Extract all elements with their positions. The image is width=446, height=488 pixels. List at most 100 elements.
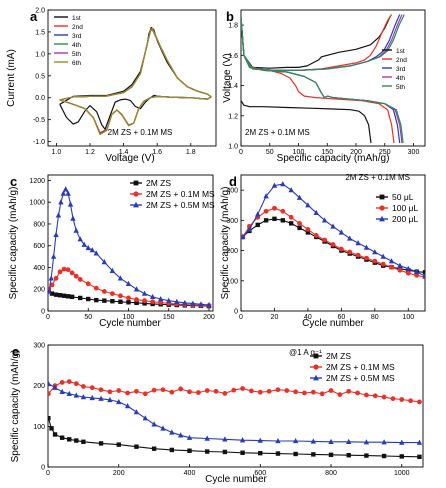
data-point	[280, 181, 286, 187]
data-point	[73, 227, 79, 233]
data-point	[49, 282, 55, 288]
y-tick-label: 100	[33, 424, 45, 431]
legend-marker	[133, 191, 139, 197]
data-point	[93, 285, 99, 291]
data-point	[222, 449, 228, 455]
legend: 1st 2nd 3rd 4th 5th	[382, 48, 407, 91]
data-point	[263, 208, 269, 214]
data-point	[125, 390, 130, 396]
data-point	[74, 438, 79, 443]
x-tick-label: 50	[266, 149, 274, 156]
data-point	[405, 270, 411, 276]
y-tick-label: 0	[234, 309, 238, 316]
series-line	[48, 418, 420, 458]
data-point	[266, 388, 272, 394]
data-point	[53, 231, 59, 238]
legend: 1st 2nd 3rd 4th 5th 6th	[54, 15, 83, 67]
data-point	[52, 432, 58, 437]
data-point	[417, 454, 422, 460]
data-point	[158, 300, 164, 305]
data-point	[257, 389, 263, 395]
series-line	[241, 100, 372, 144]
data-point	[390, 396, 396, 402]
legend-marker	[379, 205, 385, 211]
x-axis-label: Cycle number	[205, 474, 267, 485]
panel-label-d: d	[229, 174, 237, 189]
data-point	[124, 403, 131, 409]
y-tick-label: 400	[226, 188, 238, 195]
data-point	[48, 391, 51, 397]
data-point	[296, 194, 303, 200]
series-line	[241, 17, 401, 144]
data-point	[65, 267, 71, 273]
data-point	[258, 450, 263, 456]
data-point	[69, 294, 75, 300]
data-point	[305, 202, 311, 208]
data-point	[66, 379, 72, 384]
data-point	[117, 275, 124, 281]
data-point	[257, 437, 263, 443]
legend-label: 4th	[72, 42, 81, 49]
data-point	[107, 396, 113, 403]
data-point	[288, 214, 294, 220]
data-point	[55, 212, 62, 218]
data-point	[48, 275, 54, 281]
data-point	[372, 258, 378, 264]
data-point	[292, 437, 299, 444]
y-tick-label: -1.0	[33, 139, 45, 146]
panel-b: b 0 50 100 150 200 250 300 1.0 1.2 1.4 1.6 1.8 Specif…	[222, 9, 426, 164]
data-point	[380, 253, 386, 259]
data-point	[134, 444, 139, 449]
y-tick-label: 200	[33, 287, 45, 294]
data-point	[57, 293, 63, 298]
y-tick-label: 600	[33, 243, 45, 250]
plot-frame	[47, 9, 217, 147]
legend-label: 2nd	[72, 24, 83, 31]
panel-a: a 1.0 1.2 1.4 1.6 1.8 -1.0 -0.5 0.0 0.5 1.0 1.5 2.0 V…	[6, 8, 217, 164]
data-point	[231, 387, 237, 393]
y-tick-label: 1.6	[228, 53, 238, 60]
data-point	[275, 387, 281, 393]
data-point	[222, 436, 228, 442]
data-point	[321, 217, 328, 223]
series-line	[59, 27, 212, 136]
data-point	[50, 253, 57, 259]
x-tick-label: 20	[271, 314, 279, 321]
x-tick-label: 800	[325, 470, 337, 477]
data-point	[363, 244, 370, 250]
y-axis-label: Specific capacity (mAh/g)	[8, 187, 19, 300]
data-point	[347, 235, 353, 241]
data-point	[275, 451, 281, 456]
data-point	[107, 389, 113, 395]
plot-frame	[47, 344, 424, 468]
y-tick-label: 0	[41, 309, 45, 316]
data-point	[305, 227, 311, 232]
data-point	[116, 398, 122, 405]
data-point	[240, 386, 245, 391]
data-point	[288, 221, 294, 226]
data-point	[67, 437, 72, 442]
data-point	[98, 395, 104, 401]
data-point	[380, 261, 386, 267]
data-point	[109, 267, 116, 273]
data-point	[60, 190, 66, 196]
y-tick-label: 1.4	[228, 83, 238, 90]
data-point	[49, 426, 54, 431]
y-axis-label: Specific capacity (mAh/g)	[10, 350, 21, 463]
series-2m-zs-0-1m-ms	[48, 379, 422, 405]
data-point	[328, 388, 334, 393]
data-point	[422, 273, 425, 279]
data-point	[355, 390, 360, 396]
data-point	[272, 216, 277, 222]
panel-label-c: c	[10, 174, 17, 189]
data-point	[98, 441, 104, 446]
data-point	[422, 270, 425, 275]
data-point	[126, 300, 131, 305]
data-point	[98, 387, 104, 393]
legend-label: 3rd	[396, 66, 406, 73]
legend-label: 1st	[396, 48, 405, 55]
legend-label: 2M ZS + 0.5M MS	[146, 200, 215, 210]
plot-area	[48, 379, 423, 460]
series-line	[241, 14, 401, 71]
